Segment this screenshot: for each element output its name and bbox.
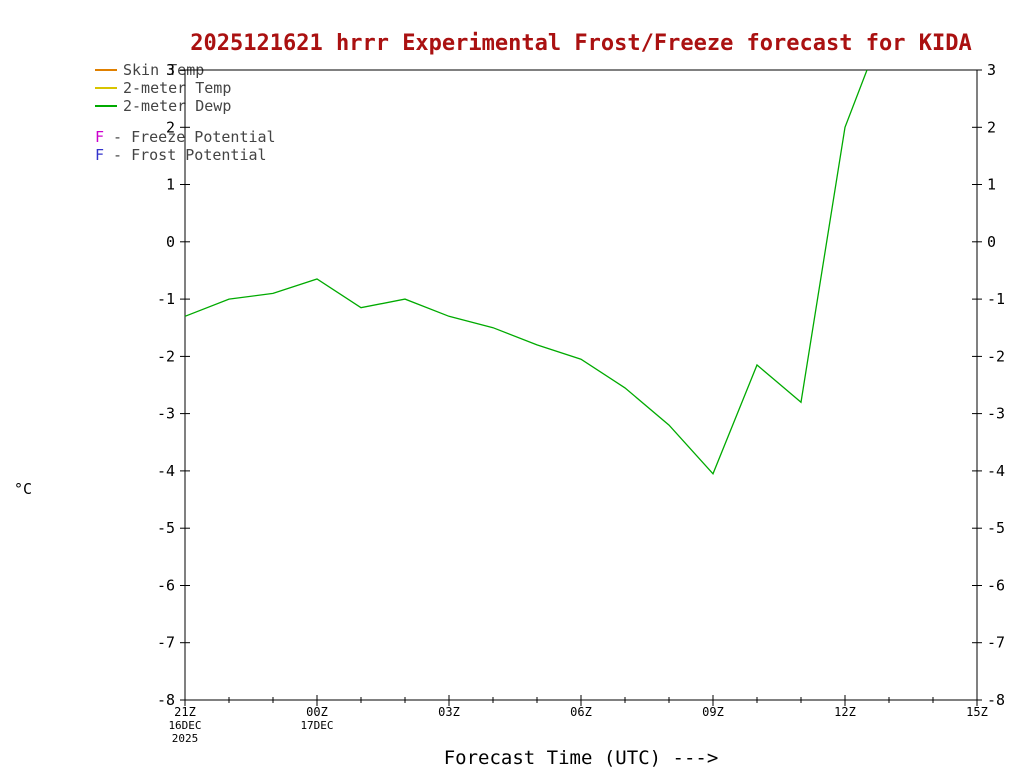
legend-series-label: 2-meter Temp bbox=[123, 79, 232, 97]
y-axis-unit-label: °C bbox=[14, 480, 33, 498]
x-axis-title: Forecast Time (UTC) ---> bbox=[443, 747, 719, 768]
y-tick-label-left: -3 bbox=[157, 405, 175, 423]
y-tick-label-right: 1 bbox=[987, 176, 996, 194]
legend-line-swatch-temp_2m bbox=[95, 87, 117, 89]
y-tick-label-right: -3 bbox=[987, 405, 1005, 423]
y-tick-label-right: -8 bbox=[987, 691, 1005, 709]
legend-row: 2-meter Dewp bbox=[95, 97, 231, 115]
y-tick-label-left: -6 bbox=[157, 577, 175, 595]
y-tick-label-right: -4 bbox=[987, 462, 1005, 480]
x-date-label: 17DEC bbox=[300, 719, 333, 732]
legend-row: F - Freeze Potential bbox=[95, 128, 276, 146]
legend-row: 2-meter Temp bbox=[95, 79, 231, 97]
y-tick-label-left: 3 bbox=[166, 61, 175, 79]
y-tick-label-right: 0 bbox=[987, 233, 996, 251]
y-tick-label-right: 3 bbox=[987, 61, 996, 79]
y-tick-label-left: -7 bbox=[157, 634, 175, 652]
chart-title: 2025121621 hrrr Experimental Frost/Freez… bbox=[190, 31, 972, 56]
legend-flag-label: - Frost Potential bbox=[113, 146, 267, 164]
legend-line-swatch-skin_temp bbox=[95, 69, 117, 71]
y-tick-label-left: 1 bbox=[166, 176, 175, 194]
y-tick-label-right: -6 bbox=[987, 577, 1005, 595]
x-tick-label: 15Z bbox=[966, 705, 988, 719]
y-tick-label-right: -2 bbox=[987, 347, 1005, 365]
x-tick-label: 03Z bbox=[438, 705, 460, 719]
series-line-2-meter-dewp bbox=[184, 69, 868, 476]
y-tick-label-left: -4 bbox=[157, 462, 175, 480]
legend-flag-letter-frost_potential: F bbox=[95, 146, 105, 164]
y-tick-label-left: -1 bbox=[157, 290, 175, 308]
y-tick-label-right: -7 bbox=[987, 634, 1005, 652]
legend-flag-letter-freeze_potential: F bbox=[95, 128, 105, 146]
legend-series-label: Skin Temp bbox=[123, 61, 205, 79]
legend-row: Skin Temp bbox=[95, 61, 204, 79]
y-tick-label-right: -5 bbox=[987, 519, 1005, 537]
y-tick-label-left: -2 bbox=[157, 347, 175, 365]
y-tick-label-left: 0 bbox=[166, 233, 175, 251]
x-tick-label: 21Z bbox=[174, 705, 196, 719]
plot-frame bbox=[184, 69, 978, 701]
legend-flag-label: - Freeze Potential bbox=[113, 128, 276, 146]
x-tick-label: 06Z bbox=[570, 705, 592, 719]
x-tick-label: 00Z bbox=[306, 705, 328, 719]
y-tick-label-left: -5 bbox=[157, 519, 175, 537]
y-tick-label-left: 2 bbox=[166, 118, 175, 136]
y-tick-label-left: -8 bbox=[157, 691, 175, 709]
legend-row: F - Frost Potential bbox=[95, 146, 267, 164]
x-date-label: 16DEC bbox=[168, 719, 201, 732]
y-tick-label-right: 2 bbox=[987, 118, 996, 136]
legend-line-swatch-dewp_2m bbox=[95, 105, 117, 107]
x-date-label: 2025 bbox=[172, 732, 199, 745]
x-tick-label: 12Z bbox=[834, 705, 856, 719]
x-tick-label: 09Z bbox=[702, 705, 724, 719]
legend-series-label: 2-meter Dewp bbox=[123, 97, 232, 115]
y-tick-label-right: -1 bbox=[987, 290, 1005, 308]
